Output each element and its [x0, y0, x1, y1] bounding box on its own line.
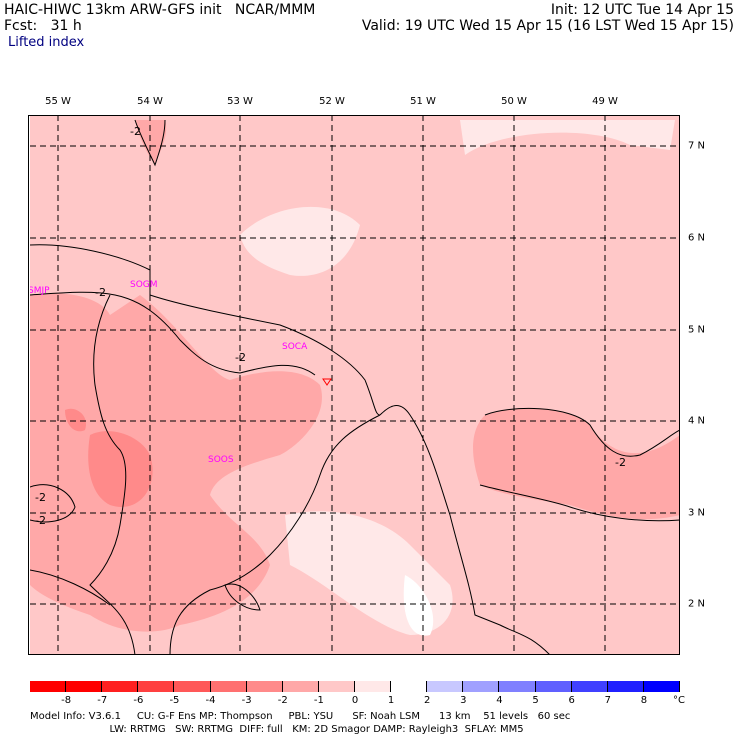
lat-tick-5n: 5 N: [688, 324, 706, 336]
colorbar-swatch: [210, 681, 247, 692]
model-info-line1: Model Info: V3.6.1 CU: G-F Ens MP: Thomp…: [30, 711, 571, 722]
shade-light-center: [240, 206, 360, 276]
colorbar-tick-label: 5: [532, 695, 539, 706]
colorbar-tick-label: 0: [351, 695, 359, 706]
colorbar-tick-label: 8: [640, 695, 648, 706]
contour-label: -2: [615, 456, 626, 469]
colorbar-swatch: [174, 681, 211, 692]
lat-lon-grid: [30, 115, 680, 655]
colorbar-swatch: [607, 681, 644, 692]
shade-dark-east: [473, 408, 680, 520]
colorbar-tick-label: -2: [277, 695, 288, 706]
shade-darker-small: [65, 408, 86, 432]
colorbar-swatch: [643, 681, 680, 692]
coastlines-borders: [29, 244, 551, 656]
shade-white-south: [403, 575, 434, 636]
model-title: HAIC-HIWC 13km ARW-GFS init NCAR/MMM: [4, 2, 316, 18]
colorbar-tick-label: -4: [205, 695, 216, 706]
lon-tick-55w: 55 W: [45, 96, 71, 107]
contours: [29, 119, 681, 523]
lon-tick-49w: 49 W: [592, 96, 618, 107]
contour-label: -2: [235, 351, 246, 364]
lon-tick-54w: 54 W: [137, 96, 163, 107]
lon-tick-53w: 53 W: [227, 96, 253, 107]
contour-labels: -2 -2 -2 -2 -2 -2 -2: [35, 125, 626, 527]
field-name: Lifted index: [8, 35, 85, 50]
station-soos: SOOS: [208, 455, 234, 465]
colorbar-swatch: [246, 681, 283, 692]
station-smjp: SMJP: [30, 286, 50, 296]
colorbar-swatch: [138, 681, 175, 692]
lat-tick-3n: 3 N: [688, 507, 706, 519]
map-panel: -2 -2 -2 -2 -2 -2 -2 SMJP SOGM SOCA SOOS: [28, 115, 681, 656]
colorbar-tick-label: -6: [133, 695, 144, 706]
valid-time: Valid: 19 UTC Wed 15 Apr 15 (16 LST Wed …: [361, 18, 734, 34]
shade-darker-west: [88, 431, 153, 507]
colorbar-swatch: [391, 681, 428, 692]
colorbar-tick-label: 2: [424, 695, 431, 706]
contour-label: -2: [35, 491, 46, 504]
lon-tick-52w: 52 W: [319, 96, 345, 107]
colorbar-swatch: [102, 681, 139, 692]
lon-tick-51w: 51 W: [410, 96, 436, 107]
colorbar-tick-label: 3: [460, 695, 467, 706]
station-soca: SOCA: [282, 342, 308, 352]
colorbar-swatch: [30, 681, 67, 692]
stations: SMJP SOGM SOCA SOOS: [28, 280, 308, 465]
map-svg: -2 -2 -2 -2 -2 -2 -2 SMJP SOGM SOCA SOOS: [28, 115, 681, 656]
colorbar-swatch: [282, 681, 319, 692]
colorbar-swatch: [535, 681, 572, 692]
colorbar-tick-label: 4: [496, 695, 503, 706]
lat-tick-6n: 6 N: [688, 232, 706, 244]
colorbar-swatch: [318, 681, 355, 692]
model-info-line2: LW: RRTMG SW: RRTMG DIFF: full KM: 2D Sm…: [30, 724, 524, 735]
colorbar-tick-label: -1: [313, 695, 324, 706]
station-marker-icon: [322, 378, 332, 386]
colorbar-tick-label: -8: [61, 695, 72, 706]
colorbar-tick-label: 6: [568, 695, 575, 706]
colorbar-tick-label: 7: [604, 695, 611, 706]
station-sogm: SOGM: [130, 280, 158, 290]
forecast-hour: Fcst: 31 h: [4, 18, 82, 34]
contour-label: -2: [95, 286, 106, 299]
init-time: Init: 12 UTC Tue 14 Apr 15: [550, 2, 734, 18]
colorbar: [30, 681, 680, 692]
lat-tick-4n: 4 N: [688, 415, 706, 427]
colorbar-swatch: [499, 681, 536, 692]
colorbar-tick-label: -5: [169, 695, 180, 706]
colorbar-swatch: [571, 681, 608, 692]
contour-label: -2: [35, 514, 46, 527]
colorbar-swatch: [427, 681, 464, 692]
colorbar-swatch: [354, 681, 392, 692]
colorbar-tick-label: -3: [241, 695, 252, 706]
colorbar-tick-label: 1: [387, 695, 395, 706]
lat-tick-2n: 2 N: [688, 598, 706, 610]
colorbar-tick-label: -7: [97, 695, 108, 706]
lon-tick-50w: 50 W: [501, 96, 527, 107]
colorbar-swatch: [66, 681, 103, 692]
colorbar-swatch: [463, 681, 500, 692]
shade-dark-west: [30, 293, 322, 632]
colorbar-unit: °C: [673, 695, 685, 706]
contour-label: -2: [130, 125, 141, 138]
lat-tick-7n: 7 N: [688, 140, 706, 152]
